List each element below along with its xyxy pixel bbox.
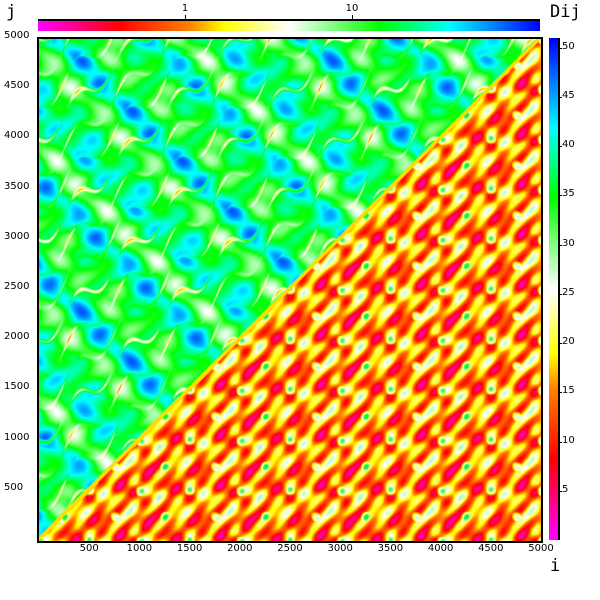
right-colorbar-tick: 40 (562, 139, 575, 151)
y-tick-label: 500 (4, 481, 24, 493)
top-colorbar-tick: 1 (181, 3, 189, 14)
right-colorbar (549, 38, 560, 540)
x-axis-label: i (550, 556, 561, 576)
x-tick-label: 4500 (478, 543, 504, 554)
right-colorbar-tick: 5 (562, 483, 569, 495)
right-colorbar-tick-mark (558, 293, 562, 295)
top-colorbar-tick-mark (352, 15, 353, 19)
y-tick-label: 1000 (4, 431, 30, 443)
x-tick-label: 500 (79, 543, 99, 554)
y-tick-label: 1500 (4, 381, 30, 393)
x-tick-label: 3000 (327, 543, 353, 554)
x-tick-label: 5000 (528, 543, 554, 554)
right-colorbar-tick: 35 (562, 188, 575, 200)
x-tick-label: 4000 (427, 543, 454, 554)
right-colorbar-tick-mark (558, 441, 562, 443)
x-tick-label: 1000 (126, 543, 153, 554)
right-colorbar-tick: 10 (562, 434, 575, 446)
y-tick-label: 5000 (4, 30, 30, 41)
right-colorbar-tick-mark (558, 392, 562, 394)
x-tick-label: 1500 (176, 543, 203, 554)
x-tick-label: 2000 (227, 543, 253, 554)
right-colorbar-tick-mark (558, 146, 562, 148)
right-colorbar-tick-mark (558, 195, 562, 197)
heatmap (37, 37, 543, 543)
right-colorbar-tick-mark (558, 490, 562, 492)
y-tick-label: 3000 (4, 230, 30, 242)
right-colorbar-tick: 25 (562, 286, 575, 298)
right-colorbar-tick: 20 (562, 336, 575, 348)
y-tick-label: 2500 (4, 281, 30, 292)
y-tick-label: 4500 (4, 80, 30, 92)
right-colorbar-tick-mark (558, 343, 562, 345)
right-colorbar-tick: 50 (562, 40, 575, 52)
right-colorbar-tick: 15 (562, 385, 575, 397)
top-colorbar (38, 19, 540, 31)
right-colorbar-tick: 45 (562, 90, 575, 102)
x-tick-label: 2500 (277, 543, 303, 554)
right-colorbar-tick-mark (558, 97, 562, 99)
right-colorbar-tick: 30 (562, 237, 575, 249)
top-colorbar-tick: 10 (345, 3, 359, 14)
right-colorbar-tick-mark (558, 244, 562, 246)
y-tick-label: 3500 (4, 180, 30, 192)
right-colorbar-tick-mark (558, 47, 562, 49)
y-tick-label: 2000 (4, 331, 30, 343)
y-tick-label: 4000 (4, 130, 30, 142)
top-colorbar-tick-mark (185, 15, 186, 19)
x-tick-label: 3500 (377, 543, 404, 554)
colorbar-label: Dij (550, 2, 581, 22)
y-axis-label: j (6, 2, 17, 22)
